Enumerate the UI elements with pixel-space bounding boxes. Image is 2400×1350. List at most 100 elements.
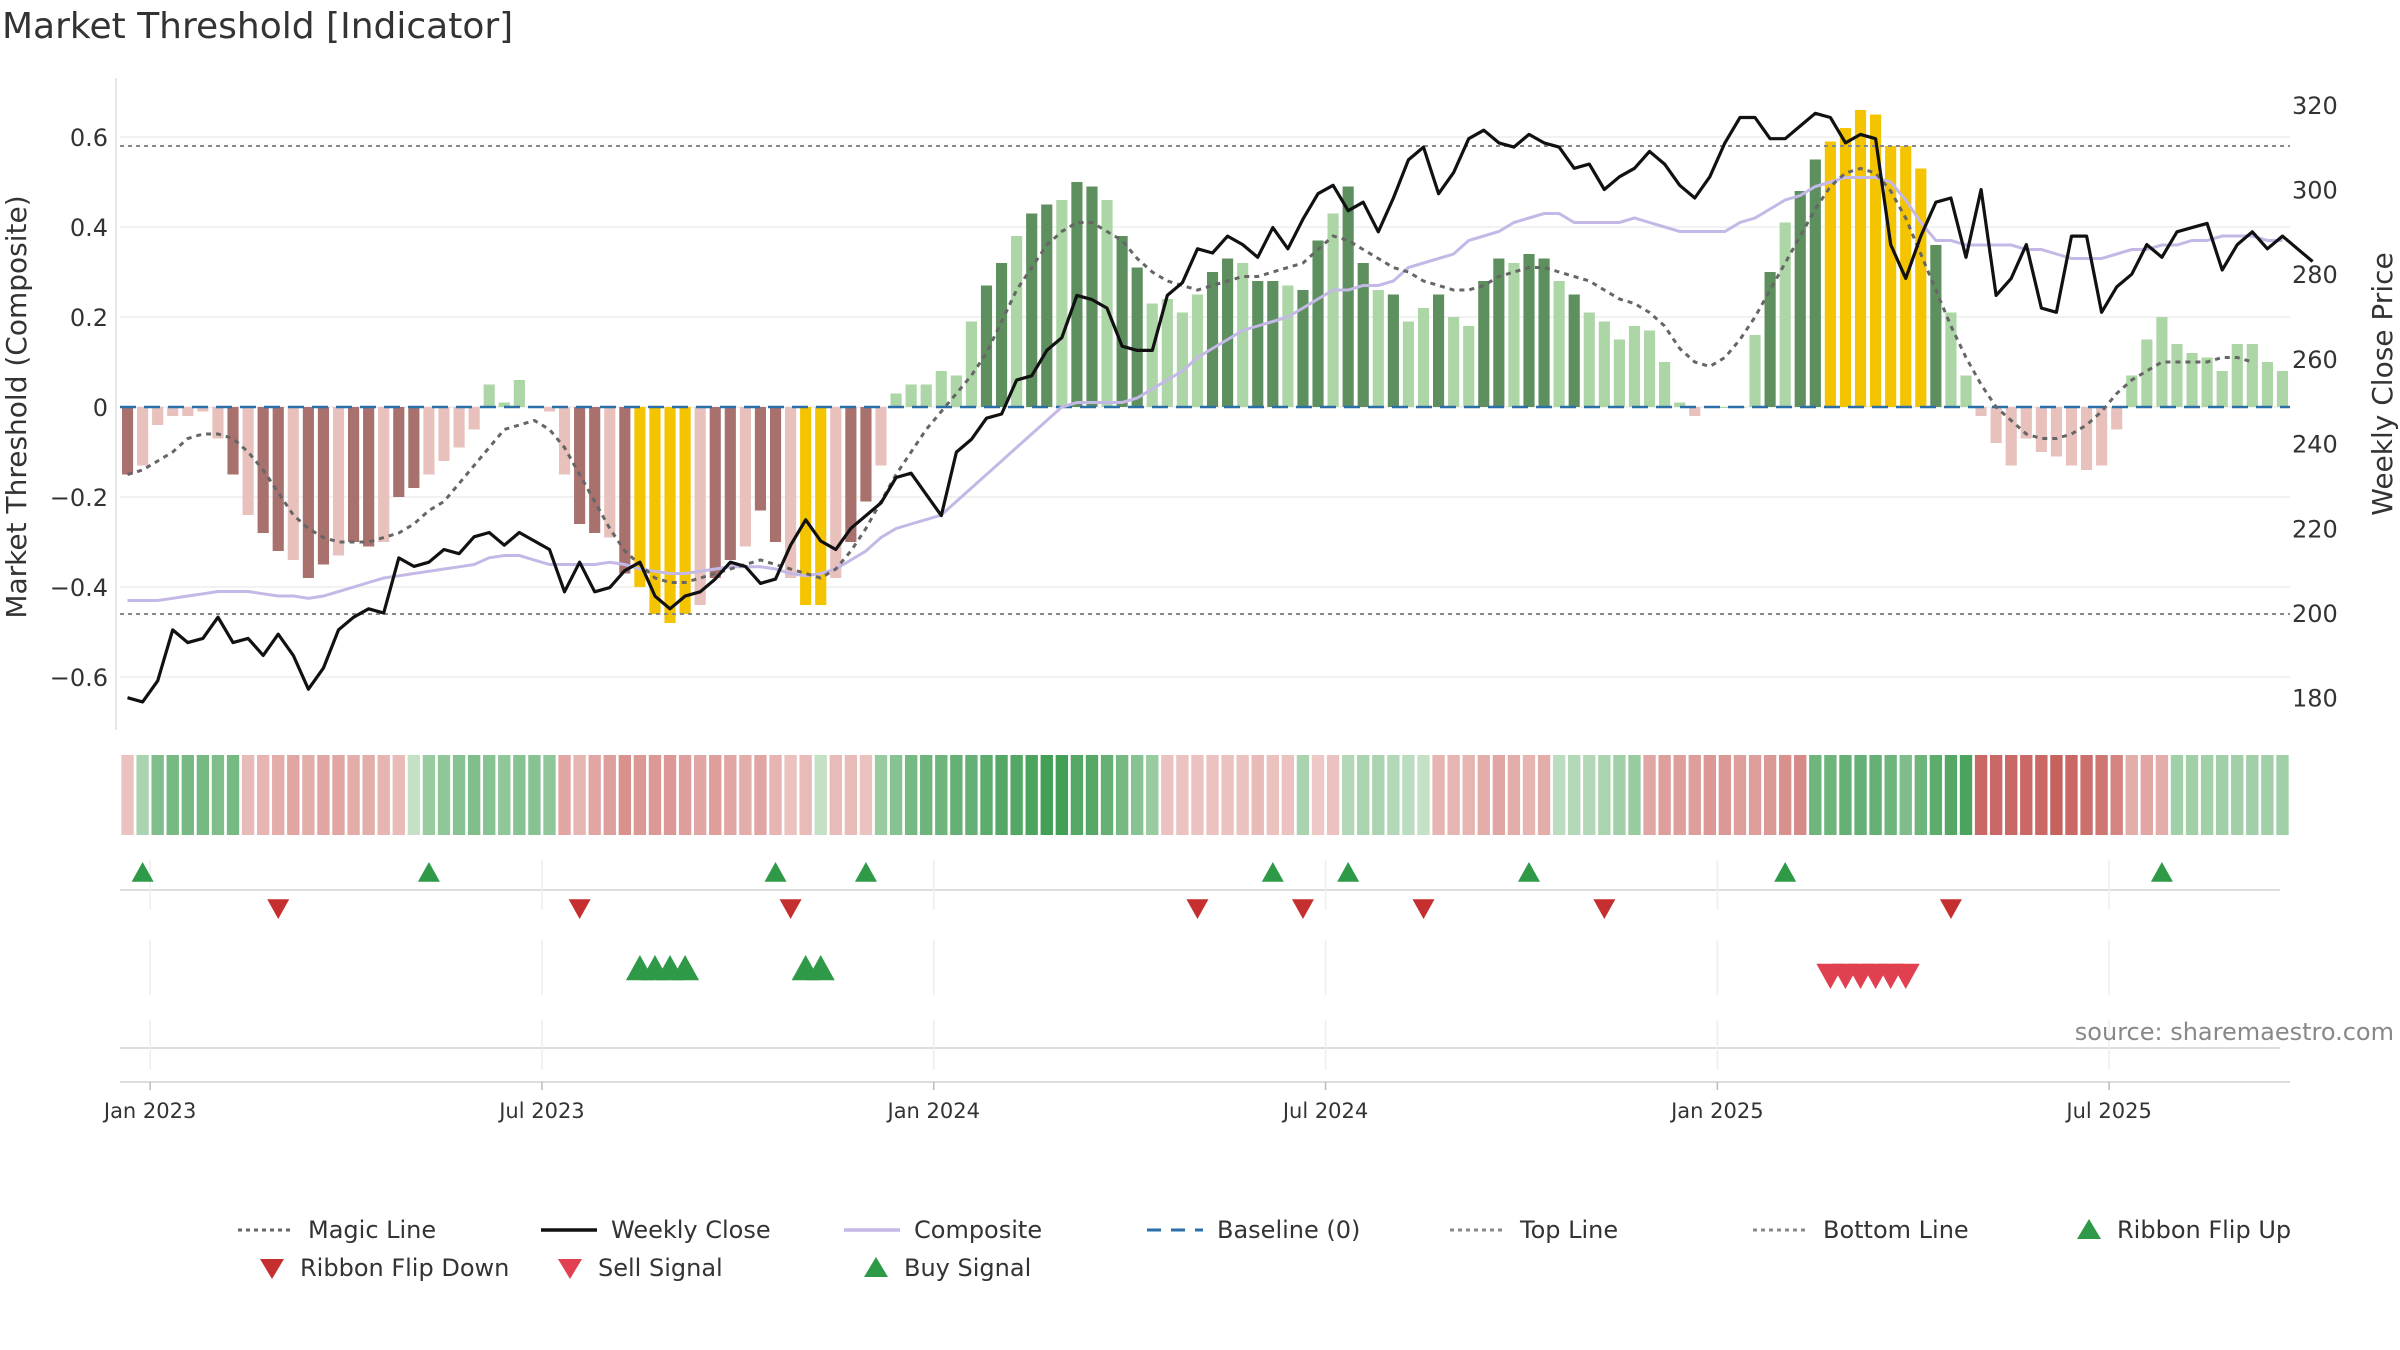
ribbon-cell: [211, 755, 225, 835]
composite-bar: [815, 407, 827, 605]
left-tick-label: 0.2: [70, 304, 108, 332]
composite-bar: [1267, 281, 1279, 407]
ribbon-cell: [513, 755, 526, 835]
ribbon-cell: [1914, 755, 1927, 835]
right-tick-label: 320: [2292, 92, 2338, 120]
ribbon-cell: [1492, 755, 1506, 835]
composite-bar: [453, 407, 465, 448]
ribbon-cell: [1839, 755, 1852, 835]
composite-bar: [1583, 312, 1595, 407]
composite-bar: [980, 285, 993, 407]
composite-bar: [965, 321, 977, 407]
ribbon-cell: [1522, 755, 1536, 835]
composite-bar: [589, 407, 601, 533]
composite-bar: [1116, 236, 1128, 407]
ribbon-cell: [784, 755, 797, 835]
composite-bar: [995, 263, 1008, 407]
composite-bar: [152, 407, 164, 425]
composite-bar: [1237, 263, 1249, 407]
left-tick-label: 0.6: [70, 124, 108, 152]
composite-bars: [121, 110, 2289, 623]
composite-bar: [1448, 317, 1460, 407]
ribbon-cell: [1899, 755, 1912, 835]
composite-bar: [679, 407, 691, 614]
ribbon-cell: [196, 755, 210, 835]
composite-bar: [619, 407, 631, 574]
composite-bar: [137, 407, 149, 466]
x-tick-label: Jul 2025: [2064, 1099, 2151, 1123]
ribbon-cell: [287, 755, 300, 835]
composite-bar: [1643, 330, 1656, 407]
ribbon-cell: [1266, 755, 1279, 835]
composite-bar: [950, 375, 962, 407]
composite-bar: [317, 407, 330, 565]
ribbon-cell: [904, 755, 918, 835]
ribbon-cell: [272, 755, 285, 835]
composite-bar: [2201, 357, 2213, 407]
ribbon-flip-down-marker: [1412, 899, 1435, 919]
ribbon-cell: [1447, 755, 1460, 835]
composite-bar: [1854, 110, 1867, 407]
composite-bar: [121, 407, 134, 475]
ribbon-cell: [859, 755, 873, 835]
ribbon-cell: [1809, 755, 1822, 835]
right-tick-label: 220: [2292, 515, 2338, 543]
ribbon-cell: [1959, 755, 1973, 835]
ribbon-cell: [1010, 755, 1023, 835]
ribbon-cell: [1236, 755, 1249, 835]
ribbon-cell: [633, 755, 647, 835]
composite-bar: [2020, 407, 2032, 439]
buy-signal-marker: [806, 955, 835, 981]
ribbon-cell: [2020, 755, 2033, 835]
composite-bar: [1297, 290, 1309, 407]
ribbon-cell: [467, 755, 481, 835]
ribbon-cell: [920, 755, 933, 835]
ribbon-cell: [799, 755, 812, 835]
composite-bar: [348, 407, 360, 542]
composite-bar: [287, 407, 299, 560]
ribbon-cell: [1326, 755, 1340, 835]
composite-bar: [1041, 204, 1053, 407]
ribbon-cell: [422, 755, 436, 835]
ribbon-cell: [226, 755, 240, 835]
composite-bar: [2156, 317, 2168, 407]
left-tick-label: −0.4: [50, 574, 108, 602]
ribbon-cell: [317, 755, 330, 835]
ribbon-cell: [1989, 755, 2003, 835]
ribbon-cell: [1748, 755, 1762, 835]
composite-bar: [1568, 294, 1580, 407]
composite-bar: [860, 407, 872, 502]
composite-bar: [1372, 290, 1384, 407]
ribbon-cell: [437, 755, 451, 835]
composite-bar: [1975, 407, 1987, 416]
composite-bar: [800, 407, 812, 605]
composite-bar: [1417, 308, 1430, 407]
ribbon-flip-down-marker: [1939, 899, 1962, 919]
ribbon-cell: [1507, 755, 1521, 835]
buy-signal-marker: [671, 955, 700, 981]
composite-bar: [272, 407, 284, 551]
ribbon-cell: [136, 755, 149, 835]
ribbon-cell: [1552, 755, 1566, 835]
composite-bar: [242, 407, 254, 515]
right-tick-label: 260: [2292, 346, 2338, 374]
composite-bar: [2065, 407, 2078, 466]
ribbon-flip-down-marker: [779, 899, 802, 919]
ribbon-cell: [2155, 755, 2169, 835]
ribbon-cell: [1944, 755, 1958, 835]
left-axis-label: Market Threshold (Composite): [0, 195, 33, 618]
composite-bar: [1824, 141, 1836, 407]
composite-bar: [1613, 339, 1625, 407]
composite-bar: [739, 407, 751, 547]
composite-bar: [1387, 294, 1399, 407]
ribbon-cell: [1824, 755, 1837, 835]
composite-bar: [2276, 371, 2289, 407]
ribbon-cell: [558, 755, 571, 835]
composite-bar: [604, 407, 616, 538]
ribbon-cell: [2200, 755, 2214, 835]
ribbon-cell: [1131, 755, 1144, 835]
ribbon-cell: [1703, 755, 1717, 835]
ribbon-cell: [1688, 755, 1701, 835]
ribbon-cell: [1251, 755, 1264, 835]
ribbon-cell: [1778, 755, 1792, 835]
